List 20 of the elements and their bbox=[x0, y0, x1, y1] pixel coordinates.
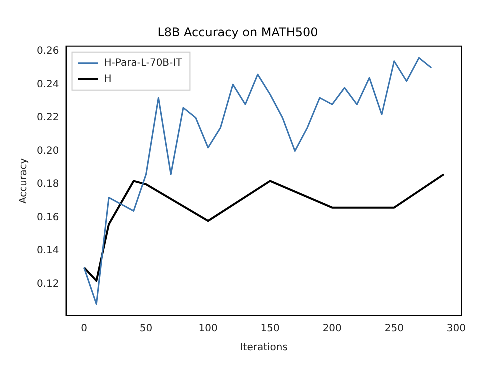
y-tick-label: 0.24 bbox=[37, 79, 60, 90]
y-tick-label: 0.22 bbox=[37, 112, 60, 124]
x-tick-label: 250 bbox=[384, 324, 404, 335]
y-tick-label: 0.16 bbox=[37, 212, 60, 224]
chart-title: L8B Accuracy on MATH500 bbox=[158, 25, 318, 40]
x-tick-label: 50 bbox=[140, 324, 153, 335]
x-axis-title: Iterations bbox=[240, 342, 288, 354]
legend-label: H-Para-L-70B-IT bbox=[104, 58, 184, 69]
y-tick-label: 0.12 bbox=[37, 278, 60, 290]
x-tick-label: 200 bbox=[322, 324, 342, 335]
y-tick-label: 0.20 bbox=[37, 146, 60, 157]
x-tick-label: 150 bbox=[260, 324, 280, 335]
x-tick-label: 300 bbox=[446, 324, 466, 335]
y-tick-label: 0.14 bbox=[37, 246, 60, 257]
y-axis-title: Accuracy bbox=[18, 158, 30, 204]
y-tick-label: 0.26 bbox=[37, 46, 60, 57]
legend-label: H bbox=[104, 74, 112, 85]
x-tick-label: 100 bbox=[198, 324, 218, 335]
x-tick-label: 0 bbox=[81, 324, 88, 335]
y-tick-label: 0.18 bbox=[37, 179, 60, 190]
